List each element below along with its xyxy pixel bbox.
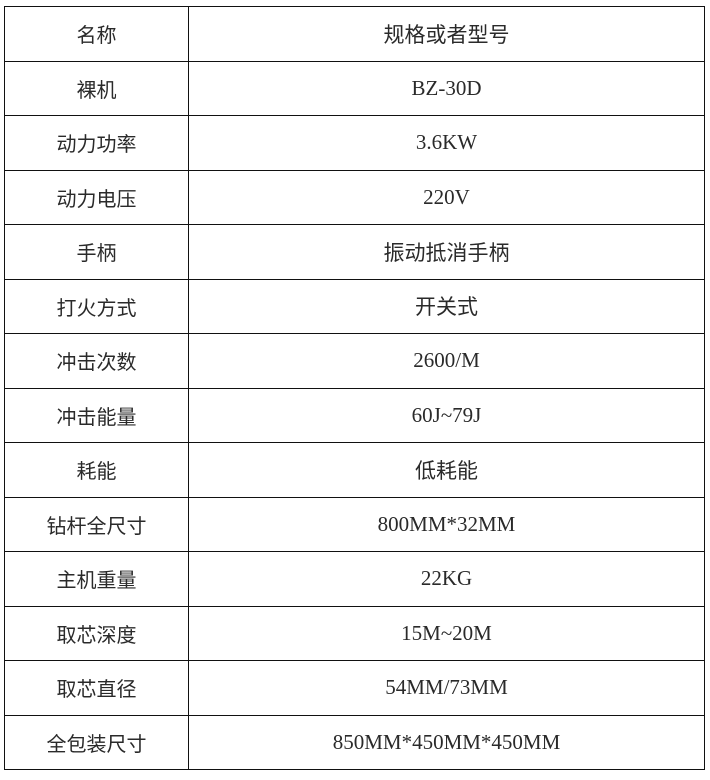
table-header-row: 名称 规格或者型号	[4, 6, 705, 62]
spec-name: 手柄	[4, 224, 189, 280]
spec-value: 60J~79J	[188, 387, 705, 443]
spec-value: 低耗能	[188, 442, 705, 498]
table-row: 动力功率 3.6KW	[4, 115, 705, 171]
table-row: 冲击能量 60J~79J	[4, 387, 705, 443]
header-value: 规格或者型号	[188, 6, 705, 62]
spec-name: 取芯深度	[4, 605, 189, 661]
table-row: 裸机 BZ-30D	[4, 60, 705, 116]
spec-name: 打火方式	[4, 278, 189, 334]
spec-value: 2600/M	[188, 333, 705, 389]
spec-name: 全包装尺寸	[4, 714, 189, 770]
spec-name: 冲击次数	[4, 333, 189, 389]
spec-name: 钻杆全尺寸	[4, 496, 189, 552]
spec-name: 主机重量	[4, 551, 189, 607]
spec-value: 850MM*450MM*450MM	[188, 714, 705, 770]
spec-name: 耗能	[4, 442, 189, 498]
spec-name: 裸机	[4, 60, 189, 116]
header-name: 名称	[4, 6, 189, 62]
table-row: 主机重量 22KG	[4, 551, 705, 607]
table-row: 动力电压 220V	[4, 169, 705, 225]
spec-value: 22KG	[188, 551, 705, 607]
table-row: 耗能 低耗能	[4, 442, 705, 498]
spec-name: 动力电压	[4, 169, 189, 225]
spec-value: 振动抵消手柄	[188, 224, 705, 280]
spec-value: 开关式	[188, 278, 705, 334]
spec-name: 冲击能量	[4, 387, 189, 443]
spec-value: 800MM*32MM	[188, 496, 705, 552]
spec-table: 名称 规格或者型号 裸机 BZ-30D 动力功率 3.6KW 动力电压 220V 手柄 振动抵…	[4, 6, 705, 770]
spec-name: 取芯直径	[4, 660, 189, 716]
table-row: 取芯直径 54MM/73MM	[4, 660, 705, 716]
spec-value: BZ-30D	[188, 60, 705, 116]
table-row: 冲击次数 2600/M	[4, 333, 705, 389]
table-row: 全包装尺寸 850MM*450MM*450MM	[4, 714, 705, 770]
spec-value: 3.6KW	[188, 115, 705, 171]
spec-value: 220V	[188, 169, 705, 225]
spec-value: 54MM/73MM	[188, 660, 705, 716]
table-row: 手柄 振动抵消手柄	[4, 224, 705, 280]
spec-name: 动力功率	[4, 115, 189, 171]
table-row: 钻杆全尺寸 800MM*32MM	[4, 496, 705, 552]
spec-value: 15M~20M	[188, 605, 705, 661]
table-row: 打火方式 开关式	[4, 278, 705, 334]
table-row: 取芯深度 15M~20M	[4, 605, 705, 661]
